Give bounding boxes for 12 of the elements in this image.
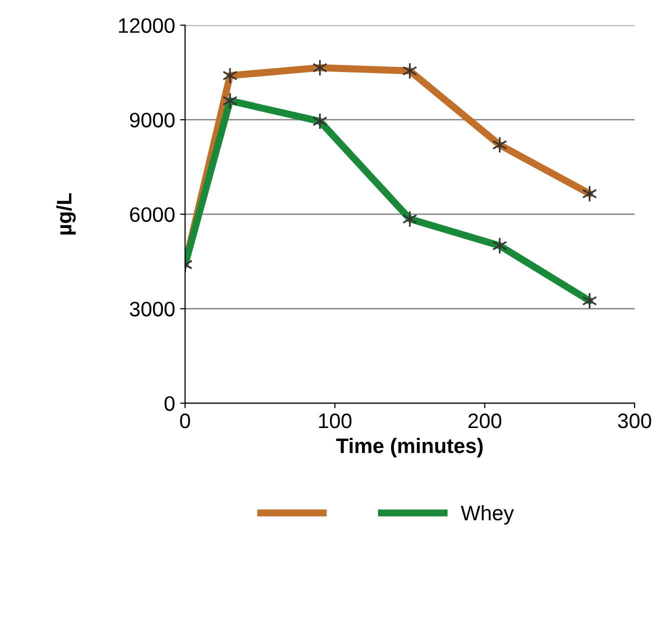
y-tick-label: 9000 xyxy=(130,112,175,128)
x-axis-title: Time (minutes) xyxy=(336,438,483,458)
x-tick-label: 0 xyxy=(180,413,190,428)
x-tick-label: 100 xyxy=(319,413,352,428)
y-tick-label: 12000 xyxy=(119,18,175,33)
x-tick-label: 300 xyxy=(618,413,652,428)
y-tick-label: 0 xyxy=(164,396,175,411)
x-tick-label: 200 xyxy=(468,413,502,428)
y-axis-title: µg/L xyxy=(56,193,76,234)
y-tick-label: 3000 xyxy=(130,302,175,316)
legend-label: Whey xyxy=(460,505,514,525)
y-tick-label: 6000 xyxy=(130,207,175,222)
